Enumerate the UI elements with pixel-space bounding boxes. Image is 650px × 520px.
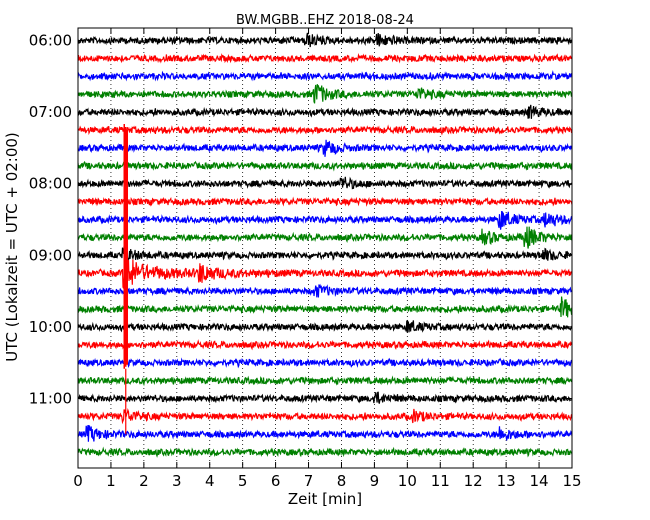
trace-0630 (78, 69, 572, 83)
x-tick-label: 8 (337, 472, 347, 490)
trace-0845 (78, 226, 572, 249)
x-tick-label: 11 (431, 472, 450, 490)
x-tick-label: 6 (271, 472, 281, 490)
y-tick-label: 11:00 (29, 390, 72, 408)
trace-1115 (78, 407, 572, 425)
x-tick-label: 0 (73, 472, 83, 490)
x-tick-label: 2 (139, 472, 149, 490)
plot-frame (77, 27, 573, 469)
trace-1000 (78, 319, 572, 333)
trace-0945 (78, 296, 572, 318)
trace-0730 (78, 139, 572, 157)
x-tick-label: 1 (106, 472, 116, 490)
chart-title: BW.MGBB..EHZ 2018-08-24 (236, 13, 414, 28)
x-tick-label: 10 (398, 472, 417, 490)
trace-1130 (78, 424, 572, 442)
trace-1145 (78, 446, 572, 458)
x-tick-label: 5 (238, 472, 248, 490)
trace-0915 (78, 257, 572, 291)
trace-0715 (78, 124, 572, 136)
x-tick-label: 14 (530, 472, 549, 490)
x-tick-label: 7 (304, 472, 314, 490)
y-tick-label: 09:00 (29, 246, 72, 264)
y-tick-label: 07:00 (29, 103, 72, 121)
y-tick-label: 06:00 (29, 32, 72, 50)
x-tick-label: 3 (172, 472, 182, 490)
y-axis: 06:00 07:00 08:00 09:00 10:00 11:00 (29, 32, 572, 408)
trace-1100 (78, 391, 572, 404)
plot-area (77, 27, 573, 469)
x-tick-label: 4 (205, 472, 215, 490)
trace-0700 (78, 104, 572, 119)
trace-0930 (78, 283, 572, 298)
x-tick-label: 9 (370, 472, 380, 490)
trace-0615 (78, 52, 572, 64)
trace-1030 (78, 357, 572, 369)
x-tick-label: 12 (464, 472, 483, 490)
trace-0800 (78, 176, 572, 190)
trace-0815 (78, 196, 572, 207)
x-axis-label: Zeit [min] (288, 490, 362, 508)
traces (78, 32, 572, 458)
trace-0900 (78, 245, 572, 264)
trace-0645 (78, 84, 572, 104)
y-axis-label: UTC (Lokalzeit = UTC + 02:00) (3, 132, 21, 362)
trace-1045 (78, 375, 572, 387)
trace-0600 (78, 32, 572, 48)
y-tick-label: 10:00 (29, 318, 72, 336)
x-tick-label: 13 (497, 472, 516, 490)
trace-0745 (78, 160, 572, 172)
x-axis: 0 1 2 3 4 5 6 7 8 9 10 11 12 13 14 15 (73, 28, 582, 490)
trace-0830 (78, 210, 572, 230)
y-tick-label: 08:00 (29, 175, 72, 193)
trace-1015 (78, 339, 572, 351)
x-tick-label: 15 (562, 472, 581, 490)
